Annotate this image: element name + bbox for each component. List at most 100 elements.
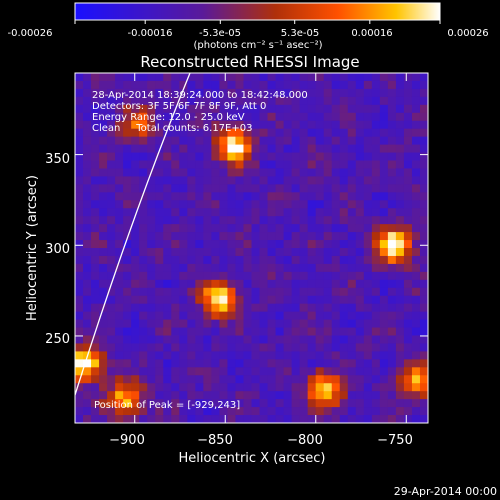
heatmap-cell	[291, 160, 301, 169]
heatmap-cell	[171, 263, 180, 273]
heatmap-cell	[147, 383, 156, 392]
heatmap-cell	[155, 279, 164, 289]
heatmap-cell	[371, 136, 381, 146]
heatmap-cell	[331, 200, 341, 209]
heatmap-cell	[155, 112, 164, 122]
heatmap-cell	[235, 263, 244, 273]
heatmap-cell	[187, 144, 196, 154]
heatmap-cell	[147, 248, 156, 257]
heatmap-cell	[195, 240, 204, 249]
heatmap-cell	[387, 240, 397, 249]
heatmap-cell	[219, 160, 228, 169]
heatmap-cell	[403, 287, 413, 297]
heatmap-cell	[323, 232, 333, 241]
heatmap-cell	[323, 303, 333, 313]
heatmap-cell	[323, 120, 333, 130]
heatmap-cell	[251, 176, 261, 185]
heatmap-cell	[171, 415, 180, 423]
heatmap-cell	[115, 367, 124, 376]
heatmap-cell	[347, 319, 357, 329]
heatmap-cell	[107, 391, 116, 400]
heatmap-cell	[371, 176, 381, 185]
heatmap-cell	[379, 383, 389, 392]
heatmap-cell	[419, 335, 428, 344]
heatmap-cell	[307, 80, 317, 90]
heatmap-cell	[83, 367, 92, 376]
heatmap-cell	[115, 232, 124, 241]
heatmap-cell	[275, 240, 285, 249]
heatmap-cell	[403, 224, 413, 233]
heatmap-cell	[323, 351, 333, 360]
heatmap-cell	[227, 200, 236, 209]
heatmap-cell	[155, 152, 164, 161]
heatmap-cell	[227, 120, 236, 130]
heatmap-cell	[323, 335, 333, 344]
heatmap-cell	[179, 359, 188, 368]
heatmap-cell	[419, 343, 428, 352]
heatmap-cell	[339, 120, 349, 130]
heatmap-cell	[275, 255, 285, 265]
heatmap-cell	[131, 255, 140, 265]
heatmap-cell	[107, 73, 116, 82]
heatmap-cell	[75, 240, 84, 249]
heatmap-cell	[155, 136, 164, 146]
heatmap-cell	[243, 287, 252, 297]
heatmap-cell	[243, 311, 252, 321]
heatmap-cell	[163, 112, 172, 122]
heatmap-cell	[355, 136, 365, 146]
heatmap-cell	[291, 375, 301, 384]
heatmap-cell	[251, 279, 261, 289]
heatmap-cell	[307, 375, 317, 384]
heatmap-cell	[411, 208, 421, 217]
heatmap-cell	[275, 168, 285, 177]
heatmap-cell	[291, 351, 301, 360]
heatmap-cell	[403, 96, 413, 106]
heatmap-cell	[75, 248, 84, 257]
heatmap-cell	[187, 327, 196, 336]
heatmap-cell	[307, 295, 317, 305]
heatmap-cell	[107, 335, 116, 344]
heatmap-cell	[395, 152, 405, 161]
heatmap-cell	[211, 263, 220, 273]
heatmap-cell	[203, 128, 212, 138]
heatmap-cell	[211, 391, 220, 400]
heatmap-cell	[107, 96, 116, 106]
heatmap-cell	[363, 351, 373, 360]
heatmap-cell	[299, 319, 309, 329]
heatmap-cell	[363, 192, 373, 201]
heatmap-cell	[347, 367, 357, 376]
heatmap-cell	[251, 343, 261, 352]
heatmap-cell	[147, 176, 156, 185]
heatmap-cell	[299, 120, 309, 130]
heatmap-cell	[403, 255, 413, 265]
heatmap-cell	[195, 88, 204, 98]
heatmap-cell	[403, 367, 413, 376]
heatmap-cell	[163, 255, 172, 265]
heatmap-cell	[371, 263, 381, 273]
heatmap-cell	[323, 200, 333, 209]
heatmap-cell	[355, 232, 365, 241]
heatmap-cell	[211, 176, 220, 185]
heatmap-cell	[227, 248, 236, 257]
heatmap-cell	[235, 208, 244, 217]
heatmap-cell	[83, 200, 92, 209]
heatmap-cell	[211, 184, 220, 193]
heatmap-cell	[387, 88, 397, 98]
heatmap-cell	[363, 128, 373, 138]
heatmap-cell	[379, 271, 389, 281]
heatmap-cell	[203, 303, 212, 313]
heatmap-cell	[227, 415, 236, 423]
heatmap-cell	[307, 351, 317, 360]
heatmap-cell	[179, 279, 188, 289]
heatmap-cell	[203, 96, 212, 106]
heatmap-cell	[139, 112, 148, 122]
heatmap-cell	[91, 279, 100, 289]
heatmap-cell	[75, 104, 84, 114]
heatmap-cell	[107, 351, 116, 360]
heatmap-cell	[131, 232, 140, 241]
heatmap-cell	[411, 375, 421, 384]
heatmap-cell	[91, 255, 100, 265]
heatmap-cell	[395, 271, 405, 281]
heatmap-cell	[203, 375, 212, 384]
heatmap-cell	[139, 216, 148, 225]
